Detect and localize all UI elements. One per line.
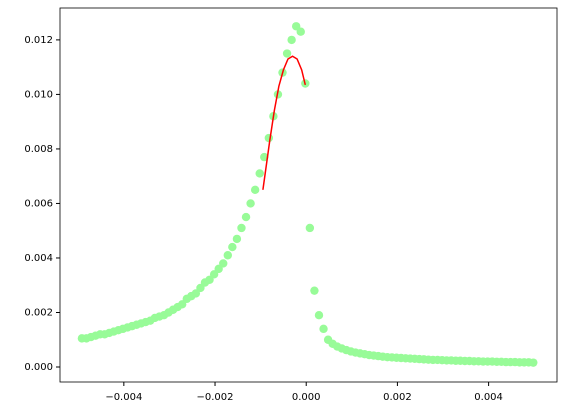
point [310, 286, 319, 295]
point [228, 242, 237, 252]
point [241, 212, 251, 222]
fit-line [262, 55, 307, 190]
x-tick-label: 0.004 [474, 392, 503, 403]
point [260, 152, 269, 162]
point [296, 27, 305, 36]
point [250, 185, 260, 195]
point [237, 223, 246, 233]
point [287, 35, 296, 45]
point [264, 133, 274, 143]
point [246, 199, 255, 208]
point [219, 259, 228, 268]
x-tick-label: 0.000 [292, 392, 321, 403]
plot-frame [59, 7, 558, 383]
y-tick-label: 0.004 [24, 253, 53, 264]
y-tick-label: 0.008 [24, 144, 53, 155]
y-tick-label: 0.006 [24, 198, 53, 209]
y-tick-label: 0.000 [24, 362, 53, 373]
y-tick-label: 0.010 [24, 89, 53, 100]
point [223, 251, 232, 260]
point [319, 324, 328, 334]
point [314, 311, 324, 320]
y-tick-label: 0.002 [24, 307, 53, 318]
point [305, 223, 315, 233]
point [529, 358, 538, 367]
x-tick-label: −0.002 [197, 392, 234, 403]
x-tick-label: −0.004 [105, 392, 142, 403]
point [232, 234, 242, 244]
x-tick-label: 0.002 [383, 392, 412, 403]
point [255, 169, 264, 178]
point [282, 49, 292, 58]
y-tick-label: 0.012 [24, 35, 53, 46]
